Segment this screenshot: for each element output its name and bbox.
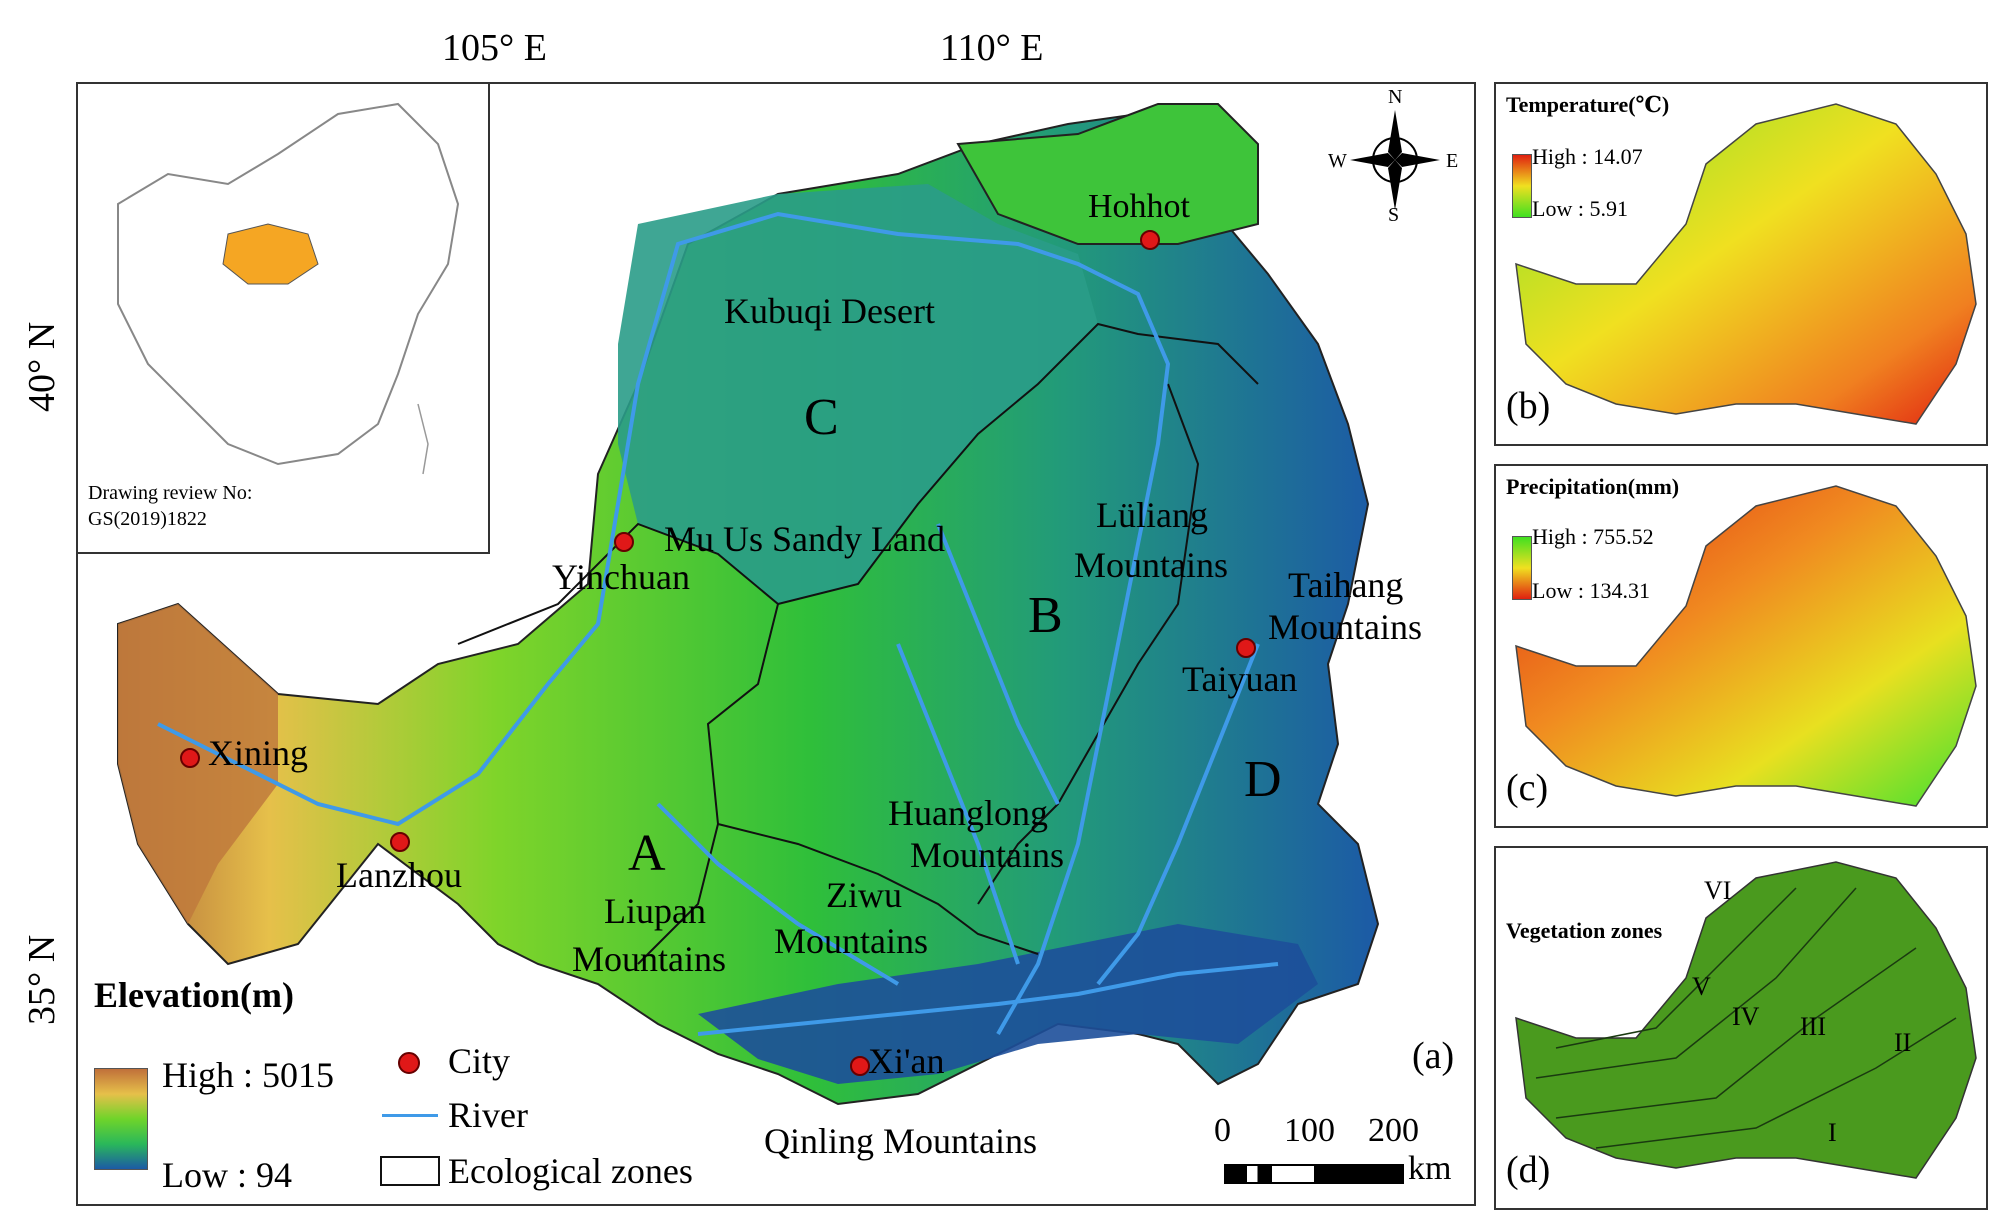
city-marker-yinchuan bbox=[614, 532, 634, 552]
loess-plateau-elevation-map bbox=[117, 103, 1380, 1106]
temperature-title: Temperature(℃) bbox=[1506, 92, 1670, 117]
scale-bar bbox=[1224, 1164, 1404, 1184]
place-ziwu-1: Ziwu bbox=[826, 875, 902, 915]
compass-e: E bbox=[1446, 150, 1459, 172]
temperature-map bbox=[1515, 103, 1977, 425]
place-liupan-1: Liupan bbox=[604, 891, 706, 931]
vegetation-title: Vegetation zones bbox=[1506, 918, 1663, 943]
compass-star-icon bbox=[1350, 110, 1440, 210]
precipitation-high: High : 755.52 bbox=[1532, 524, 1654, 549]
veg-zone-v: V bbox=[1692, 972, 1711, 1001]
river-network bbox=[157, 211, 1279, 1036]
place-luliang-1: Lüliang bbox=[1096, 495, 1208, 535]
fen-river bbox=[1096, 643, 1260, 986]
place-taihang-2: Mountains bbox=[1268, 607, 1423, 647]
luo-river bbox=[896, 643, 1020, 965]
precipitation-low: Low : 134.31 bbox=[1532, 578, 1650, 603]
precipitation-color-bar bbox=[1512, 536, 1532, 600]
compass-w: W bbox=[1328, 150, 1347, 172]
scale-unit: km bbox=[1408, 1150, 1452, 1187]
legend-river-line bbox=[382, 1114, 438, 1117]
place-liupan-2: Mountains bbox=[572, 939, 727, 979]
place-ziwu-2: Mountains bbox=[774, 921, 929, 961]
legend-title: Elevation(m) bbox=[94, 975, 294, 1015]
place-lanzhou: Lanzhou bbox=[336, 855, 462, 895]
inset-note-line2: GS(2019)1822 bbox=[88, 508, 207, 530]
temperature-high: High : 14.07 bbox=[1532, 144, 1643, 169]
jing-river bbox=[656, 802, 900, 986]
desert-zone bbox=[618, 184, 1098, 604]
place-xian: Xi'an bbox=[868, 1041, 945, 1081]
lat-label-40: 40° N bbox=[21, 321, 63, 412]
place-huanglong-1: Huanglong bbox=[888, 793, 1048, 833]
place-huanglong-2: Mountains bbox=[910, 835, 1065, 875]
panel-tag-b: (b) bbox=[1506, 385, 1551, 427]
place-xining: Xining bbox=[208, 733, 309, 773]
zone-label-b: B bbox=[1028, 587, 1063, 644]
precipitation-title: Precipitation(mm) bbox=[1506, 474, 1680, 499]
zone-label-d: D bbox=[1244, 751, 1282, 808]
legend-city-marker bbox=[398, 1052, 420, 1074]
scale-tick-200: 200 bbox=[1368, 1112, 1419, 1149]
china-outline bbox=[117, 102, 460, 475]
inset-note-line1: Drawing review No: bbox=[88, 482, 253, 504]
temperature-color-bar bbox=[1512, 154, 1532, 218]
scale-tick-100: 100 bbox=[1284, 1112, 1335, 1149]
city-marker-xining bbox=[180, 748, 200, 768]
place-kubuqi: Kubuqi Desert bbox=[724, 291, 935, 331]
inset-china-map: Drawing review No: GS(2019)1822 bbox=[78, 84, 490, 554]
veg-zone-i: I bbox=[1828, 1118, 1837, 1147]
zone-boundary-lower bbox=[717, 823, 1039, 955]
legend-river: River bbox=[448, 1095, 528, 1135]
place-hohhot: Hohhot bbox=[1088, 188, 1190, 225]
place-qinling: Qinling Mountains bbox=[764, 1121, 1038, 1161]
main-map-panel: Drawing review No: GS(2019)1822 N S W E … bbox=[76, 82, 1476, 1206]
legend-low: Low : 94 bbox=[162, 1155, 292, 1195]
place-taihang-1: Taihang bbox=[1288, 565, 1404, 605]
legend-eco: Ecological zones bbox=[448, 1151, 693, 1191]
veg-zone-iv: IV bbox=[1732, 1002, 1760, 1031]
city-marker-hohhot bbox=[1140, 230, 1160, 250]
zone-boundary-ac bbox=[457, 522, 780, 965]
veg-zone-vi: VI bbox=[1704, 876, 1732, 905]
lon-label-105: 105° E bbox=[442, 27, 547, 69]
precipitation-map bbox=[1515, 485, 1977, 807]
place-yinchuan: Yinchuan bbox=[552, 557, 690, 597]
place-taiyuan: Taiyuan bbox=[1182, 659, 1298, 699]
place-luliang-2: Mountains bbox=[1074, 545, 1229, 585]
lat-label-35: 35° N bbox=[21, 934, 63, 1025]
city-marker-taiyuan bbox=[1236, 638, 1256, 658]
veg-zone-ii: II bbox=[1894, 1028, 1912, 1057]
precipitation-panel: Precipitation(mm) High : 755.52 Low : 13… bbox=[1494, 464, 1988, 828]
elevation-color-bar bbox=[94, 1068, 148, 1170]
zone-label-c: C bbox=[804, 389, 839, 446]
city-marker-xian bbox=[850, 1056, 870, 1076]
wei-river bbox=[697, 962, 1279, 1036]
veg-zone-iii: III bbox=[1800, 1012, 1826, 1041]
panel-tag-d: (d) bbox=[1506, 1149, 1551, 1191]
yellow-river bbox=[157, 211, 1171, 1035]
panel-tag-c: (c) bbox=[1506, 767, 1549, 809]
temperature-low: Low : 5.91 bbox=[1532, 196, 1628, 221]
compass-n: N bbox=[1388, 86, 1403, 108]
city-marker-lanzhou bbox=[390, 832, 410, 852]
wuding-river bbox=[936, 523, 1060, 805]
zone-label-a: A bbox=[628, 825, 666, 882]
vegetation-map bbox=[1515, 861, 1977, 1179]
northern-lobe bbox=[956, 103, 1259, 245]
vegetation-panel: Vegetation zones VI V IV III II I (d) bbox=[1494, 846, 1988, 1210]
zone-boundary-cb bbox=[777, 322, 1259, 605]
legend-city: City bbox=[448, 1041, 511, 1081]
legend-eco-box bbox=[380, 1156, 440, 1186]
zone-boundary-bd bbox=[977, 383, 1200, 905]
panel-tag-a: (a) bbox=[1412, 1035, 1455, 1077]
compass-s: S bbox=[1388, 204, 1400, 226]
legend-high: High : 5015 bbox=[162, 1055, 335, 1095]
compass-rose: N S W E bbox=[1328, 86, 1458, 226]
place-muus: Mu Us Sandy Land bbox=[664, 519, 945, 559]
scale-tick-0: 0 bbox=[1214, 1112, 1231, 1149]
temperature-panel: Temperature(℃) High : 14.07 Low : 5.91 (… bbox=[1494, 82, 1988, 446]
lon-label-110: 110° E bbox=[940, 27, 1044, 69]
